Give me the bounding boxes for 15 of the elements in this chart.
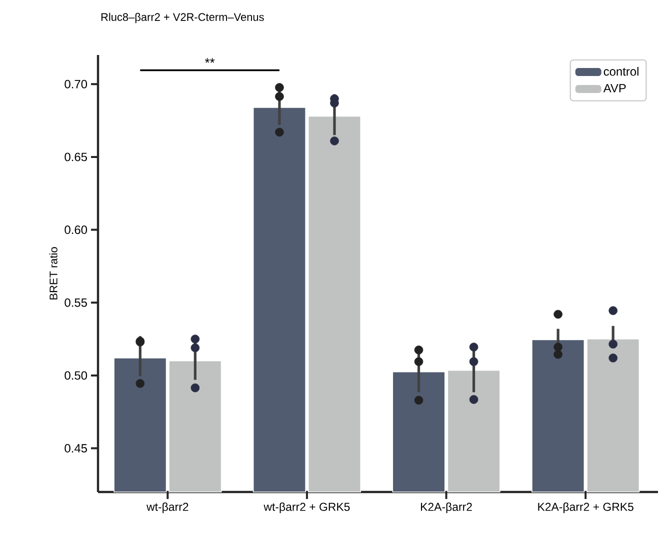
annotation: **	[204, 58, 215, 63]
y-axis-title: BRET ratio	[49, 247, 58, 300]
x-tick-label: K2A-βarr2	[420, 502, 472, 514]
chart-title: Rluc8–βarr2 + V2R-Cterm–Venus	[101, 12, 264, 24]
legend-label: control	[604, 66, 638, 76]
y-tick-label: 0.65	[64, 152, 87, 162]
y-tick-label: 0.50	[64, 371, 88, 380]
y-tick-label: 0.45	[64, 444, 87, 453]
legend-label: AVP	[603, 84, 626, 92]
y-tick-label: 0.55	[64, 298, 87, 307]
x-tick-label: K2A-βarr2 + GRK5	[538, 502, 634, 514]
y-tick-label: 0.60	[64, 226, 88, 234]
x-tick-label: wt-βarr2 + GRK5	[264, 502, 350, 514]
x-tick-label: wt-βarr2	[146, 502, 188, 514]
y-tick-label: 0.70	[64, 80, 88, 88]
